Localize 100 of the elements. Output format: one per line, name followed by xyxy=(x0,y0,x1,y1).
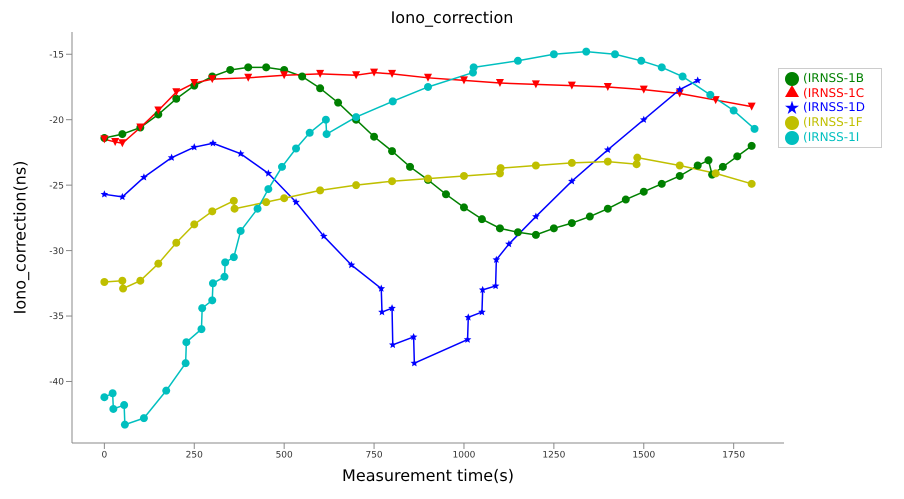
point xyxy=(306,128,314,137)
y-tick-label: -35 xyxy=(49,312,64,322)
point xyxy=(352,181,360,190)
point xyxy=(460,203,468,212)
point xyxy=(298,72,306,81)
point xyxy=(470,63,478,72)
legend-label: (IRNSS-1C xyxy=(803,86,864,100)
point xyxy=(334,98,342,107)
point xyxy=(208,279,217,288)
point xyxy=(292,198,300,206)
y-tick-label: -15 xyxy=(49,50,64,60)
point xyxy=(172,238,180,247)
point xyxy=(532,80,540,88)
x-tick-label: 750 xyxy=(365,450,383,460)
x-tick-label: 1000 xyxy=(452,450,476,460)
y-tick-label: -30 xyxy=(49,246,64,257)
point xyxy=(140,173,148,181)
point xyxy=(514,228,522,236)
point xyxy=(208,75,216,84)
point xyxy=(352,71,360,80)
point xyxy=(162,386,170,395)
point xyxy=(316,84,324,92)
point xyxy=(118,130,126,138)
point xyxy=(370,132,378,141)
point xyxy=(140,414,148,422)
point xyxy=(505,240,513,248)
point xyxy=(611,50,619,58)
point xyxy=(230,196,238,205)
point xyxy=(478,308,486,316)
point xyxy=(676,162,684,170)
point xyxy=(322,116,330,124)
point xyxy=(352,113,360,122)
x-tick-label: 1500 xyxy=(632,450,656,460)
point xyxy=(658,63,666,72)
point xyxy=(262,198,270,206)
x-tick-label: 250 xyxy=(186,450,204,460)
x-tick-label: 1750 xyxy=(722,450,746,460)
point xyxy=(658,180,666,188)
point xyxy=(388,97,397,106)
point xyxy=(262,63,270,72)
point xyxy=(280,194,288,202)
point xyxy=(264,185,272,194)
x-axis-title: Measurement time(s) xyxy=(342,466,514,485)
point xyxy=(730,106,738,115)
point xyxy=(712,169,720,178)
point xyxy=(496,224,504,232)
point xyxy=(640,188,648,196)
point xyxy=(388,177,396,186)
point xyxy=(100,393,108,402)
point xyxy=(582,48,590,56)
point xyxy=(406,162,414,171)
point xyxy=(320,232,328,240)
point xyxy=(278,162,286,171)
point xyxy=(208,207,216,216)
point xyxy=(111,138,120,146)
point xyxy=(108,389,117,398)
legend-label: (IRNSS-1B xyxy=(803,71,864,85)
point xyxy=(154,260,162,268)
point xyxy=(604,204,612,213)
point xyxy=(424,74,432,82)
x-tick-label: 500 xyxy=(276,450,294,460)
point xyxy=(718,162,727,171)
legend-label: (IRNSS-1D xyxy=(803,100,865,114)
point xyxy=(460,76,468,84)
point xyxy=(550,50,558,58)
point xyxy=(478,215,486,224)
point xyxy=(230,204,239,213)
y-tick-label: -25 xyxy=(49,181,64,192)
point xyxy=(221,258,230,266)
point xyxy=(118,139,126,148)
point xyxy=(118,192,126,200)
point xyxy=(604,146,612,154)
point xyxy=(230,253,238,262)
legend-label: (IRNSS-1F xyxy=(803,115,863,130)
point xyxy=(532,162,540,170)
point xyxy=(604,158,612,166)
point xyxy=(733,152,742,160)
y-axis-title: Iono_correction(ns) xyxy=(10,160,30,314)
y-tick-label: -40 xyxy=(49,378,64,388)
point xyxy=(633,154,642,162)
point xyxy=(208,296,216,304)
point xyxy=(236,226,245,235)
point xyxy=(168,154,176,161)
point xyxy=(678,72,687,81)
point xyxy=(154,106,162,115)
point xyxy=(136,276,144,285)
point xyxy=(676,172,684,180)
point xyxy=(182,338,190,346)
point xyxy=(460,172,468,180)
point xyxy=(586,212,594,221)
point xyxy=(197,325,206,334)
point xyxy=(442,190,450,198)
point xyxy=(190,143,198,150)
point xyxy=(100,278,108,286)
point xyxy=(496,164,505,172)
point xyxy=(100,190,108,198)
point xyxy=(604,82,612,91)
point xyxy=(244,63,252,72)
point xyxy=(694,76,702,84)
point xyxy=(182,359,190,368)
